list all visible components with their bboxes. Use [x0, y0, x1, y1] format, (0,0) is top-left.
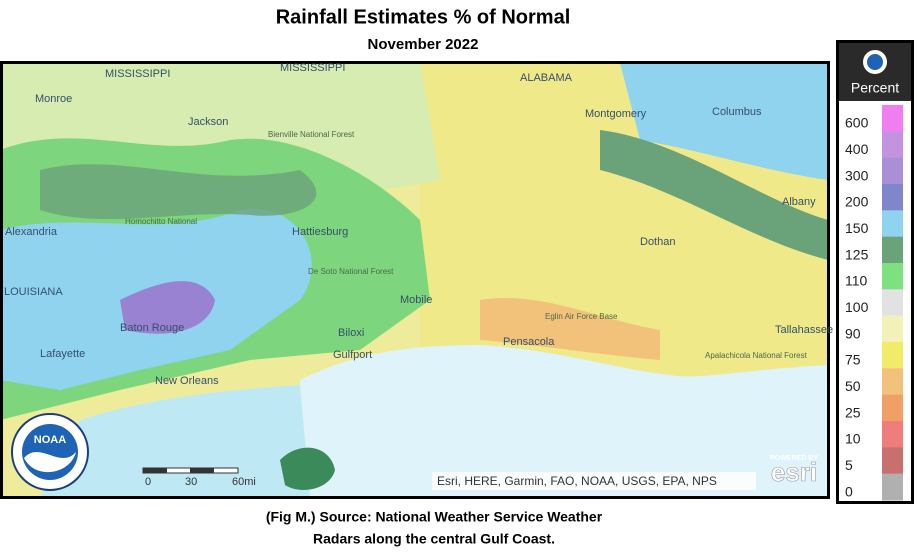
legend-swatch [882, 394, 903, 422]
legend-swatch [882, 289, 903, 317]
map-label: Albany [782, 196, 816, 208]
map-label: Dothan [640, 236, 675, 248]
legend-swatch [882, 131, 903, 159]
map-label: MISSISSIPPI [105, 68, 170, 80]
legend: Percent 60040030020015012511010090755025… [836, 40, 914, 504]
dark-green-band [40, 164, 317, 220]
map-label: New Orleans [155, 375, 219, 387]
gulf [300, 345, 828, 497]
scale-label: 30 [185, 476, 197, 488]
purple-zone [120, 281, 215, 334]
legend-swatch [882, 105, 903, 132]
orange-zone [480, 297, 660, 360]
dark-green-band [600, 130, 828, 260]
legend-label: 200 [845, 194, 869, 210]
map: MISSISSIPPI MISSISSIPPI ALABAMA Monroe J… [0, 61, 833, 499]
legend-label: 75 [845, 352, 861, 368]
title: Rainfall Estimates % of Normal [276, 6, 571, 28]
legend-swatch [882, 368, 903, 396]
attribution-bg [432, 472, 756, 490]
map-label: Eglin Air Force Base [545, 312, 618, 321]
legend-logo [867, 54, 883, 70]
legend-swatch [882, 473, 903, 501]
map-label: Gulfport [333, 349, 372, 361]
caption: Radars along the central Gulf Coast. [313, 531, 555, 547]
gulf-west [40, 385, 310, 497]
map-label: Apalachicola National Forest [705, 351, 808, 360]
legend-swatch [882, 263, 903, 290]
legend-label: 0 [845, 483, 853, 499]
legend-swatch [882, 315, 903, 343]
legend-swatch [882, 210, 903, 238]
legend-swatch [882, 447, 903, 475]
map-label: Alexandria [5, 226, 58, 238]
esri-powered: POWERED BY [770, 455, 818, 462]
blue-ne [620, 63, 828, 180]
subtitle: November 2022 [368, 36, 479, 53]
map-label: Lafayette [40, 348, 85, 360]
map-label: Homochitto National [125, 217, 197, 226]
legend-swatch [882, 157, 903, 185]
legend-swatch [882, 342, 903, 369]
legend-swatch [882, 184, 903, 211]
caption: (Fig M.) Source: National Weather Servic… [266, 509, 603, 525]
legend-label: 125 [845, 246, 869, 262]
map-label: Pensacola [503, 336, 555, 348]
legend-label: 50 [845, 378, 861, 394]
attribution: Esri, HERE, Garmin, FAO, NOAA, USGS, EPA… [437, 474, 717, 488]
legend-label: 10 [845, 431, 861, 447]
map-label: Tallahassee [775, 324, 833, 336]
map-label: Montgomery [585, 108, 647, 120]
map-label: MISSISSIPPI [280, 62, 345, 74]
delta [280, 447, 335, 490]
legend-label: 600 [845, 115, 869, 131]
legend-label: 150 [845, 220, 869, 236]
legend-label: 25 [845, 404, 861, 420]
scale-label: 60mi [232, 476, 256, 488]
map-label: De Soto National Forest [308, 267, 394, 276]
legend-swatch [882, 236, 903, 264]
map-label: Columbus [712, 106, 762, 118]
map-label: LOUISIANA [4, 286, 63, 298]
legend-label: 100 [845, 299, 869, 315]
map-label: Mobile [400, 294, 432, 306]
map-label: Biloxi [338, 327, 364, 339]
legend-label: 300 [845, 167, 869, 183]
map-label: Jackson [188, 116, 228, 128]
legend-label: 90 [845, 325, 861, 341]
map-frame [0, 61, 830, 499]
noaa-logo: NOAA [11, 413, 89, 491]
map-label: ALABAMA [520, 72, 573, 84]
legend-title: Percent [851, 80, 899, 96]
map-label: Monroe [35, 93, 72, 105]
noaa-text: NOAA [34, 434, 66, 446]
scale-label: 0 [145, 476, 151, 488]
scale-bar: 0 30 60mi [142, 467, 256, 488]
legend-swatch [882, 421, 903, 448]
map-label: Bienville National Forest [268, 130, 355, 139]
legend-label: 400 [845, 141, 869, 157]
land-north [2, 63, 440, 190]
esri-logo: esri [771, 457, 817, 487]
legend-label: 110 [845, 273, 868, 289]
map-label: Hattiesburg [292, 226, 348, 238]
map-label: Baton Rouge [120, 322, 184, 334]
legend-label: 5 [845, 457, 853, 473]
